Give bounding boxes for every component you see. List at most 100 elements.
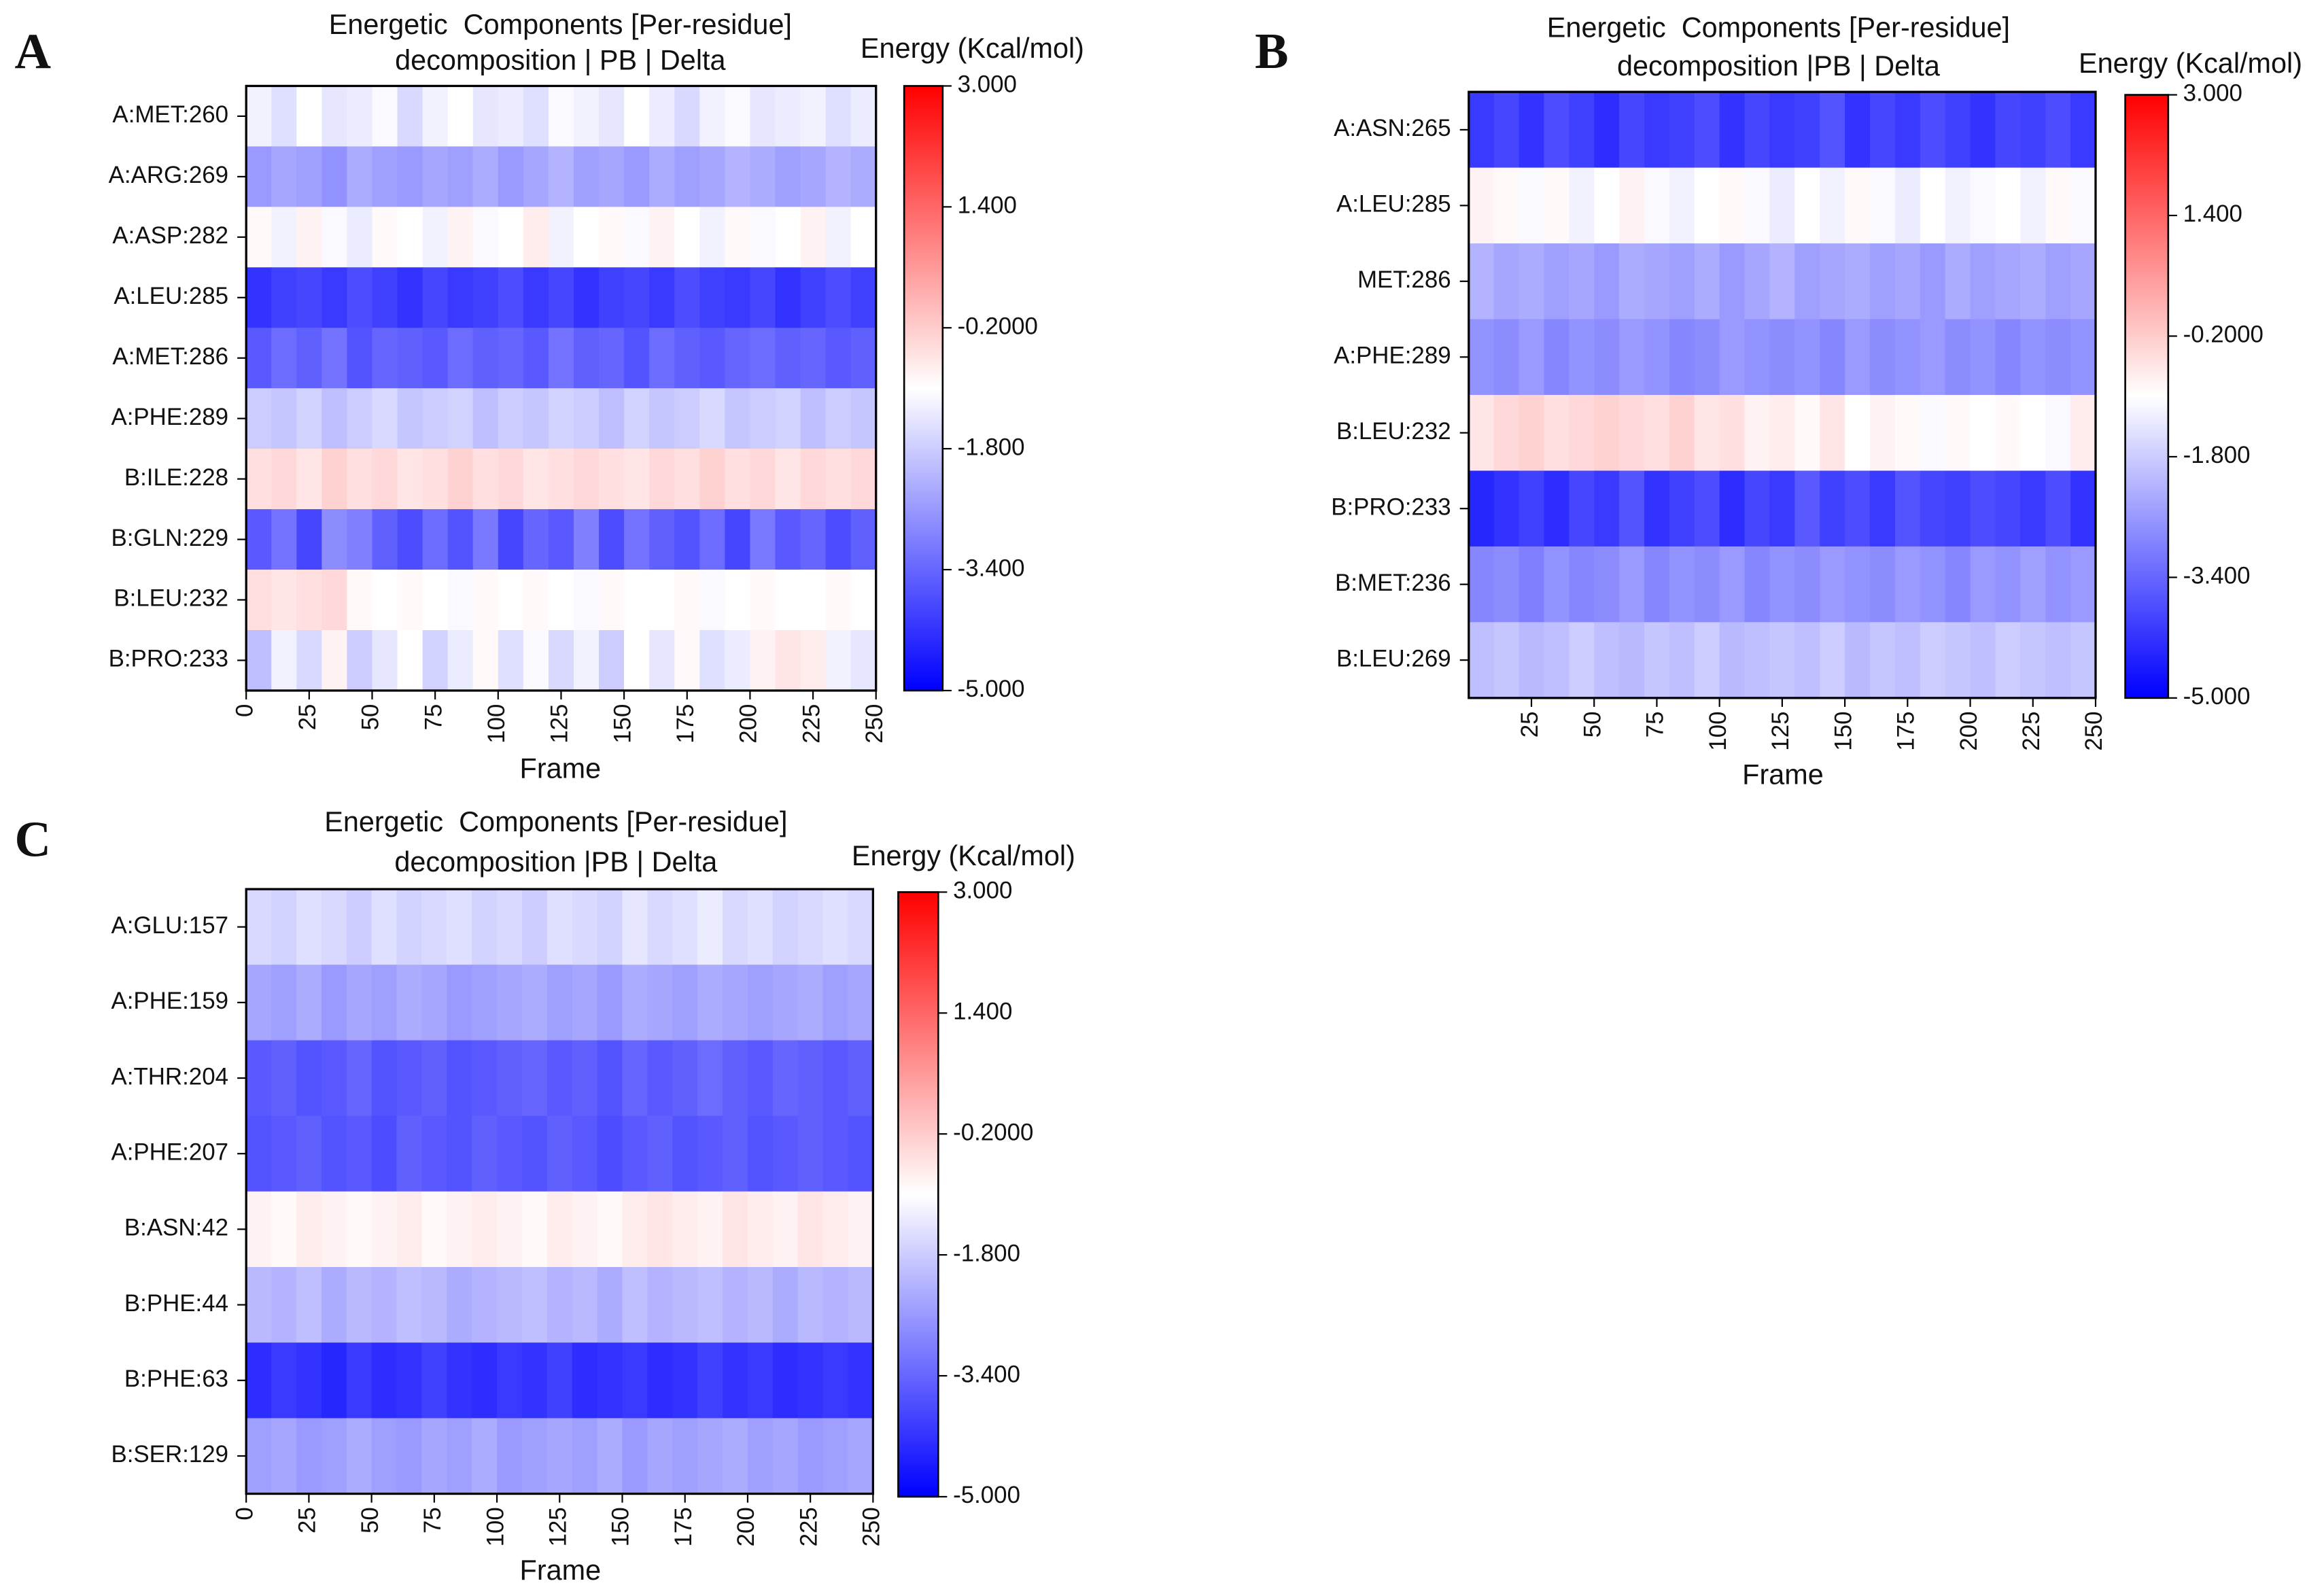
colorbar <box>897 891 939 1498</box>
heatmap-cell <box>1694 319 1720 396</box>
heatmap-cell <box>1669 167 1695 244</box>
heatmap-cell <box>1694 546 1720 623</box>
heatmap-cell <box>2020 92 2046 169</box>
heatmap-cell <box>547 889 573 965</box>
heatmap-cell <box>1945 622 1971 699</box>
heatmap-cell <box>396 1115 423 1192</box>
heatmap-cell <box>1845 92 1871 169</box>
heatmap-cell <box>497 1267 523 1343</box>
colorbar-tick-label: 3.000 <box>953 878 1012 904</box>
heatmap-cell <box>1519 470 1545 547</box>
heatmap-cell <box>548 509 574 570</box>
heatmap-cell <box>699 146 726 208</box>
heatmap-cell <box>1995 319 2021 396</box>
heatmap-cell <box>1544 243 1569 320</box>
heatmap-cell <box>2070 395 2096 472</box>
heatmap-cell <box>372 267 398 328</box>
heatmap-cell <box>797 965 824 1041</box>
heatmap-cell <box>2045 319 2071 396</box>
heatmap-cell <box>1519 92 1545 169</box>
heatmap-cell <box>347 207 373 268</box>
heatmap-cell <box>523 388 549 449</box>
y-tick-label: A:PHE:289 <box>1334 342 1451 368</box>
heatmap-cell <box>1493 243 1520 320</box>
heatmap-cell <box>321 1418 347 1495</box>
heatmap-cell <box>246 1115 272 1192</box>
heatmap-cell <box>750 207 776 268</box>
heatmap-cell <box>472 570 499 631</box>
x-tick-label: 25 <box>294 704 321 731</box>
heatmap-cell <box>725 509 751 570</box>
heatmap-cell <box>447 1418 472 1495</box>
heatmap-cell <box>396 1418 423 1495</box>
y-tick-label: B:MET:236 <box>1335 570 1451 596</box>
heatmap-cell <box>497 889 523 965</box>
heatmap-cell <box>1820 92 1845 169</box>
heatmap-cell <box>271 509 297 570</box>
heatmap-cell <box>747 1115 774 1192</box>
heatmap-cell <box>747 1191 774 1268</box>
heatmap-cell <box>597 1115 623 1192</box>
heatmap-cell <box>1920 546 1946 623</box>
heatmap-cell <box>1794 319 1820 396</box>
heatmap-cell <box>797 1115 824 1192</box>
heatmap-cell <box>447 1342 472 1419</box>
x-tick-label: 25 <box>1516 711 1543 738</box>
heatmap-cell <box>271 1342 297 1419</box>
heatmap-cell <box>599 328 625 389</box>
heatmap-cell <box>723 1115 748 1192</box>
heatmap-cell <box>271 1191 297 1268</box>
heatmap-cell <box>1493 167 1520 244</box>
colorbar-tick-label: -3.400 <box>953 1361 1020 1387</box>
heatmap-cell <box>747 1040 774 1117</box>
heatmap-cell <box>573 388 600 449</box>
heatmap-cell <box>1744 243 1771 320</box>
heatmap-cell <box>1694 470 1720 547</box>
heatmap-cell <box>750 629 776 691</box>
heatmap-cell <box>322 388 348 449</box>
heatmap-cell <box>747 889 774 965</box>
heatmap-cell <box>624 146 650 208</box>
heatmap-cell <box>1619 243 1645 320</box>
heatmap-cell <box>1669 470 1695 547</box>
heatmap-cell <box>775 207 801 268</box>
heatmap-cell <box>246 86 272 148</box>
heatmap-cell <box>246 1040 272 1117</box>
heatmap-cell <box>396 889 423 965</box>
heatmap-cell <box>2070 92 2096 169</box>
heatmap-cell <box>2045 470 2071 547</box>
heatmap-cell <box>624 570 650 631</box>
heatmap-cell <box>421 889 447 965</box>
heatmap-cell <box>697 1418 723 1495</box>
heatmap-cell <box>1493 92 1520 169</box>
heatmap-cell <box>1769 167 1795 244</box>
heatmap-cell <box>2045 243 2071 320</box>
heatmap-cell <box>848 1191 874 1268</box>
heatmap-cell <box>697 1115 723 1192</box>
heatmap-cell <box>347 388 373 449</box>
heatmap-cell <box>725 146 751 208</box>
heatmap-cell <box>1894 243 1921 320</box>
heatmap-cell <box>548 449 574 510</box>
heatmap-cell <box>1794 546 1820 623</box>
heatmap-cell <box>1719 167 1746 244</box>
heatmap-cell <box>1544 395 1569 472</box>
heatmap-cell <box>772 889 799 965</box>
heatmap-cell <box>472 1115 498 1192</box>
heatmap-cell <box>1945 319 1971 396</box>
heatmap-cell <box>573 449 600 510</box>
heatmap-cell <box>472 889 498 965</box>
heatmap-cell <box>723 965 748 1041</box>
heatmap-cell <box>624 509 650 570</box>
heatmap-cell <box>800 146 827 208</box>
heatmap-cell <box>371 1191 398 1268</box>
heatmap-cell <box>624 86 650 148</box>
heatmap-cell <box>1493 395 1520 472</box>
heatmap-cell <box>699 328 726 389</box>
heatmap-cell <box>372 509 398 570</box>
heatmap-cell <box>2070 546 2096 623</box>
heatmap-cell <box>699 388 726 449</box>
heatmap-cell <box>397 449 423 510</box>
heatmap-cell <box>1694 395 1720 472</box>
heatmap-cell <box>2020 470 2046 547</box>
